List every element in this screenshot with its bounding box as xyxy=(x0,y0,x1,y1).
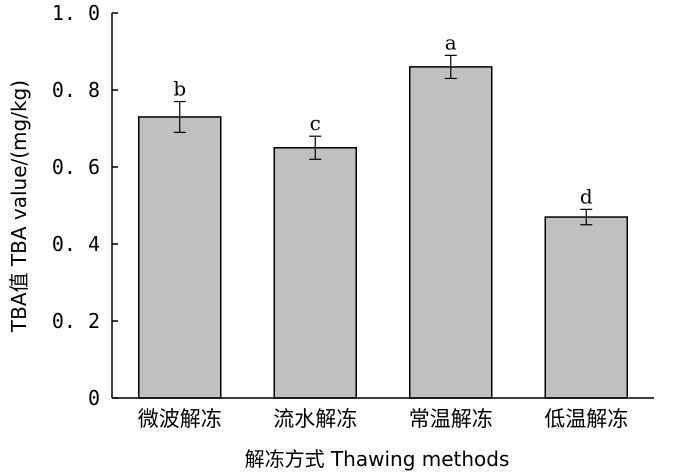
x-axis-title: 解冻方式 Thawing methods xyxy=(245,447,510,471)
significance-letter-4: d xyxy=(580,184,593,208)
y-tick-label-6: 1. 0 xyxy=(52,1,100,25)
y-axis-title: TBA值 TBA value/(mg/kg) xyxy=(7,80,31,333)
x-axis: 微波解冻 流水解冻 常温解冻 低温解冻 xyxy=(112,397,654,431)
bar-3 xyxy=(409,66,493,399)
y-tick-label-4: 0. 6 xyxy=(52,155,100,179)
x-tick-label-4: 低温解冻 xyxy=(544,407,628,431)
significance-labels-group: b c a d xyxy=(173,30,593,208)
significance-letter-1: b xyxy=(173,77,186,101)
y-tick-label-5: 0. 8 xyxy=(52,78,100,102)
bar-1 xyxy=(138,116,222,399)
y-tick-label-2: 0. 2 xyxy=(52,309,100,333)
bars-group xyxy=(138,66,628,399)
significance-letter-3: a xyxy=(445,30,457,54)
bar-4 xyxy=(544,216,628,399)
bar-2 xyxy=(273,147,357,399)
y-tick-label-3: 0. 4 xyxy=(52,232,100,256)
significance-letter-2: c xyxy=(310,111,321,135)
x-tick-label-2: 流水解冻 xyxy=(273,407,357,431)
x-tick-label-3: 常温解冻 xyxy=(409,407,493,431)
y-axis: 0 0. 2 0. 4 0. 6 0. 8 1. 0 xyxy=(52,1,118,410)
y-tick-label-1: 0 xyxy=(88,386,100,410)
error-bars-group xyxy=(173,54,593,226)
x-tick-label-1: 微波解冻 xyxy=(138,407,222,431)
